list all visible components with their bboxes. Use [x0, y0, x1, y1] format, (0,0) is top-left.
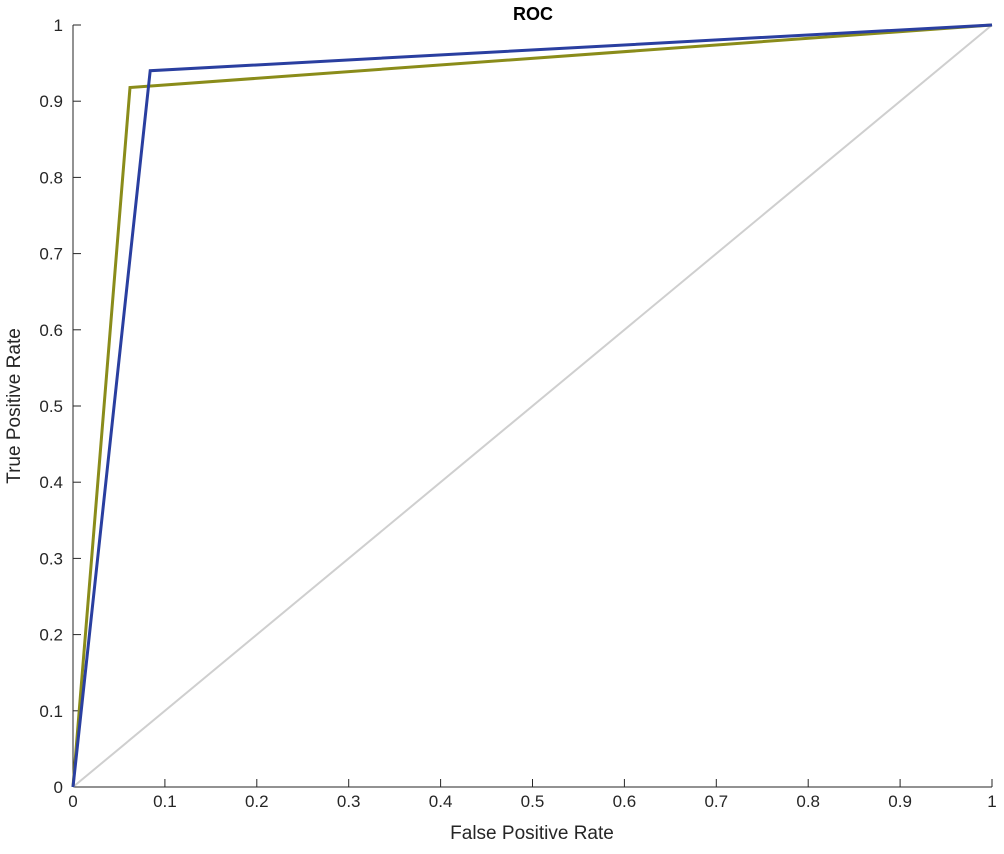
series-line-2 — [72, 24, 993, 788]
x-tick-label: 0.9 — [888, 792, 912, 811]
x-tick-label: 0.8 — [796, 792, 820, 811]
y-tick-label: 0 — [54, 778, 63, 797]
y-axis-title: True Positive Rate — [4, 328, 25, 484]
y-tick-label: 0.3 — [39, 549, 63, 568]
x-tick-label: 0.1 — [153, 792, 177, 811]
x-axis-title: False Positive Rate — [450, 823, 614, 844]
x-tick-label: 0.7 — [704, 792, 728, 811]
x-tick-label: 1 — [987, 792, 996, 811]
plot-area: 0 0.1 0.2 0.3 0.4 0.5 0.6 0.7 0.8 0.9 1 0 0.1 0.2 0.3 0… — [39, 16, 996, 811]
y-tick-label: 1 — [54, 16, 63, 35]
y-tick-label: 0.9 — [39, 92, 63, 111]
chart-title: ROC — [513, 4, 553, 24]
x-tick-label: 0.3 — [337, 792, 361, 811]
y-tick-label: 0.8 — [39, 168, 63, 187]
series-line-0 — [71, 23, 993, 788]
x-tick-label: 0.5 — [521, 792, 545, 811]
x-tick-label: 0 — [68, 792, 77, 811]
y-tick-label: 0.2 — [39, 626, 63, 645]
y-tick-label: 0.6 — [39, 321, 63, 340]
y-tick-label: 0.1 — [39, 702, 63, 721]
series-line-1 — [71, 23, 993, 788]
x-tick-label: 0.6 — [613, 792, 637, 811]
y-tick-label: 0.7 — [39, 245, 63, 264]
y-tick-label: 0.5 — [39, 397, 63, 416]
y-tick-label: 0.4 — [39, 473, 63, 492]
x-tick-label: 0.4 — [429, 792, 453, 811]
x-tick-label: 0.2 — [245, 792, 269, 811]
